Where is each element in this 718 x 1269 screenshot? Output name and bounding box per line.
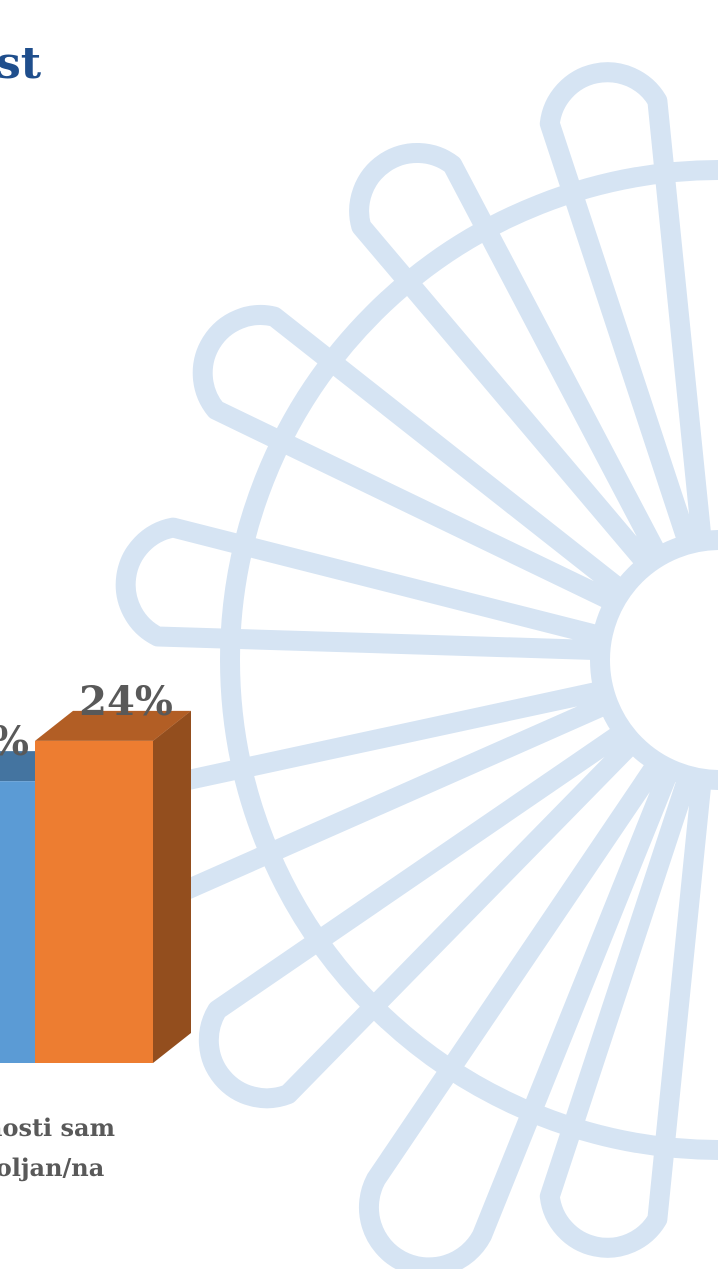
chart-title: st [0, 38, 42, 89]
x-tick-label: nosti sam oljan/na [0, 1113, 115, 1182]
bar [0, 781, 35, 1063]
bar [35, 740, 153, 1063]
bar-side [153, 710, 191, 1063]
value-label: 24% [79, 678, 173, 725]
value-label: % [0, 718, 29, 765]
bar-top [35, 710, 191, 741]
logo-decoration [108, 62, 718, 1269]
